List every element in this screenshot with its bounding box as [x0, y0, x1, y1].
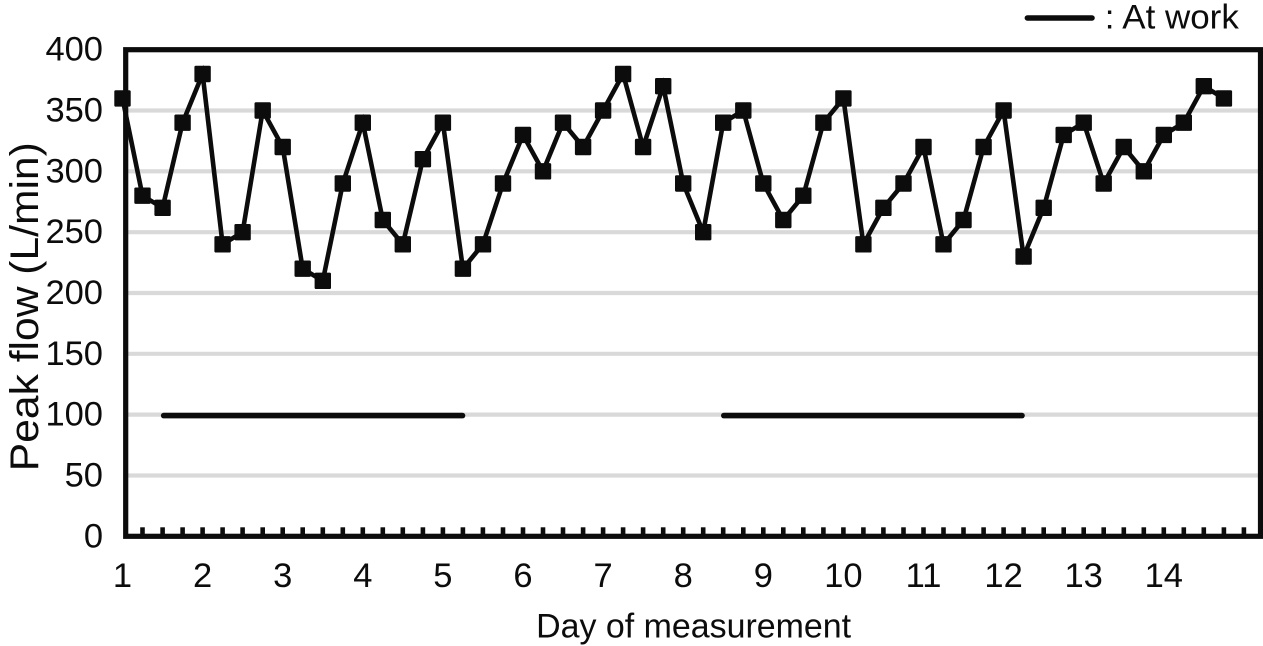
svg-text:6: 6	[513, 557, 532, 595]
svg-text:100: 100	[45, 396, 103, 434]
svg-text:5: 5	[433, 557, 452, 595]
svg-text:350: 350	[45, 92, 103, 130]
svg-text:14: 14	[1145, 557, 1183, 595]
svg-text:9: 9	[754, 557, 773, 595]
svg-text:50: 50	[65, 457, 103, 495]
svg-text:250: 250	[45, 213, 103, 251]
svg-text:11: 11	[906, 557, 942, 595]
svg-text:13: 13	[1065, 557, 1103, 595]
svg-text:400: 400	[45, 31, 103, 69]
svg-text:200: 200	[45, 274, 103, 312]
svg-text:: At work: : At work	[1105, 0, 1240, 37]
svg-text:3: 3	[273, 557, 292, 595]
svg-text:8: 8	[674, 557, 693, 595]
svg-text:1: 1	[113, 557, 132, 595]
svg-text:150: 150	[45, 335, 103, 373]
svg-text:10: 10	[824, 557, 862, 595]
svg-text:4: 4	[353, 557, 372, 595]
svg-text:7: 7	[594, 557, 613, 595]
svg-text:12: 12	[984, 557, 1022, 595]
svg-text:Day of measurement: Day of measurement	[536, 608, 852, 646]
svg-text:0: 0	[84, 517, 103, 555]
svg-text:300: 300	[45, 152, 103, 190]
svg-text:2: 2	[193, 557, 212, 595]
svg-text:Peak flow (L/min): Peak flow (L/min)	[3, 142, 47, 471]
